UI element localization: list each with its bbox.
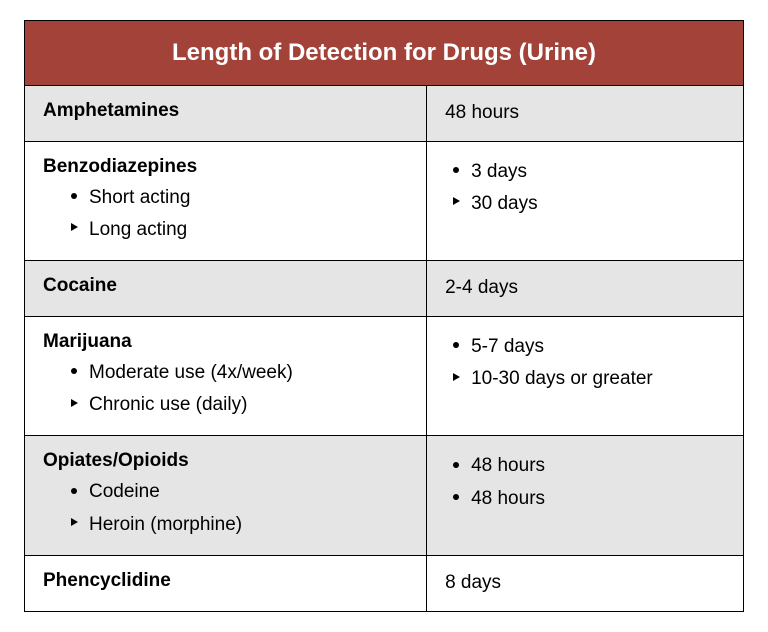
drug-name: Phencyclidine (43, 570, 408, 592)
drug-name: Amphetamines (43, 100, 408, 122)
value-item: 5-7 days (453, 331, 725, 363)
table-row: Cocaine 2-4 days (25, 260, 743, 316)
drug-subitem: Short acting (71, 182, 408, 214)
value-item: 48 hours (453, 483, 725, 515)
value-cell: 5-7 days10-30 days or greater (427, 317, 743, 436)
value-item: 10-30 days or greater (453, 363, 725, 395)
drug-name: Opiates/Opioids (43, 450, 408, 472)
drug-subitem: Chronic use (daily) (71, 389, 408, 421)
table-title: Length of Detection for Drugs (Urine) (25, 21, 743, 85)
drug-subitem: Codeine (71, 476, 408, 508)
value-list: 5-7 days10-30 days or greater (445, 331, 725, 396)
value-list: 3 days30 days (445, 156, 725, 221)
drug-name: Cocaine (43, 275, 408, 297)
value-cell: 3 days30 days (427, 142, 743, 261)
drug-name: Benzodiazepines (43, 156, 408, 178)
value-cell: 2-4 days (427, 261, 743, 316)
value-list: 48 hours48 hours (445, 450, 725, 515)
drug-sublist: Moderate use (4x/week)Chronic use (daily… (43, 357, 408, 422)
value-cell: 48 hours (427, 86, 743, 141)
table-row: Amphetamines 48 hours (25, 85, 743, 141)
detection-value: 8 days (445, 570, 725, 597)
detection-value: 2-4 days (445, 275, 725, 302)
table-row: Benzodiazepines Short actingLong acting 3 … (25, 141, 743, 261)
table-row: Marijuana Moderate use (4x/week)Chronic u… (25, 316, 743, 436)
value-item: 3 days (453, 156, 725, 188)
drug-subitem: Moderate use (4x/week) (71, 357, 408, 389)
drug-cell: Opiates/Opioids CodeineHeroin (morphine) (25, 436, 427, 555)
detection-value: 48 hours (445, 100, 725, 127)
drug-cell: Benzodiazepines Short actingLong acting (25, 142, 427, 261)
drug-cell: Marijuana Moderate use (4x/week)Chronic u… (25, 317, 427, 436)
value-item: 30 days (453, 188, 725, 220)
drug-cell: Cocaine (25, 261, 427, 316)
drug-name: Marijuana (43, 331, 408, 353)
drug-sublist: Short actingLong acting (43, 182, 408, 247)
drug-subitem: Long acting (71, 214, 408, 246)
detection-table: Length of Detection for Drugs (Urine) Am… (24, 20, 744, 612)
drug-subitem: Heroin (morphine) (71, 509, 408, 541)
value-cell: 48 hours48 hours (427, 436, 743, 555)
value-cell: 8 days (427, 556, 743, 611)
drug-sublist: CodeineHeroin (morphine) (43, 476, 408, 541)
value-item: 48 hours (453, 450, 725, 482)
drug-cell: Amphetamines (25, 86, 427, 141)
table-row: Phencyclidine 8 days (25, 555, 743, 611)
table-row: Opiates/Opioids CodeineHeroin (morphine) 4… (25, 435, 743, 555)
drug-cell: Phencyclidine (25, 556, 427, 611)
